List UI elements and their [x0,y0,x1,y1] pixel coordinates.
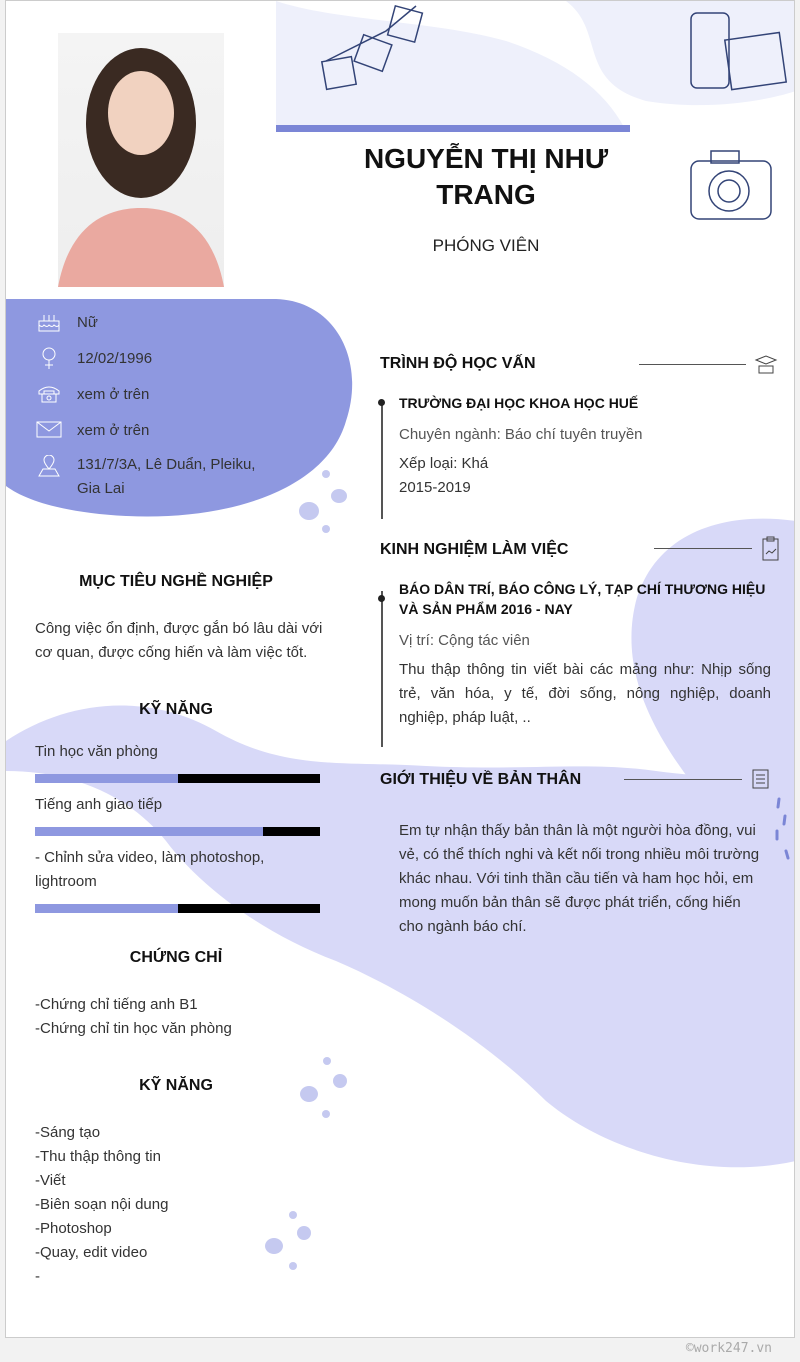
skill-bar-fill [35,827,263,836]
timeline-line [381,591,383,747]
job-title: PHÓNG VIÊN [432,236,540,255]
candidate-name: NGUYỄN THỊ NHƯ TRANG [363,143,609,210]
female-icon [42,347,56,369]
skills-title: KỸ NĂNG [139,701,213,718]
skills2-list: -Sáng tạo -Thu thập thông tin -Viết -Biên s… [35,1124,169,1285]
telephone-icon [38,386,60,403]
accent-bar [276,125,630,132]
objective-title: MỤC TIÊU NGHỀ NGHIỆP [79,573,273,590]
skill-bar [35,827,320,836]
camera-icon [690,150,772,220]
divider [624,779,742,780]
skill-label: Tin học văn phòng [35,743,158,760]
avatar [58,33,224,287]
document-icon [752,769,769,789]
skills2-title: KỸ NĂNG [139,1077,213,1094]
about-title: GIỚI THIỆU VỀ BẢN THÂN [380,771,582,788]
contact-phone: xem ở trên [36,383,149,405]
grade: Xếp loại: Khá [399,455,489,472]
skill-label: Tiếng anh giao tiếp [35,796,163,813]
contact-email: xem ở trên [36,419,149,441]
about-text: Em tự nhận thấy bản thân là một người hò… [399,822,760,935]
company-name: BÁO DÂN TRÍ, BÁO CÔNG LÝ, TẠP CHÍ THƯƠNG… [399,581,766,617]
timeline-dot [378,595,385,602]
envelope-icon [36,421,62,438]
contact-gender: Nữ [36,311,98,333]
skill-bar-fill [35,774,178,783]
birthday-cake-icon [38,315,60,332]
cv-page: NGUYỄN THỊ NHƯ TRANG PHÓNG VIÊN Nữ 12/02… [5,0,795,1338]
education-title: TRÌNH ĐỘ HỌC VẤN [380,355,536,372]
major: Chuyên ngành: Báo chí tuyên truyền [399,426,643,443]
clipboard-chart-icon [762,536,779,561]
divider [639,364,746,365]
position: Vị trí: Cộng tác viên [399,632,530,649]
contact-address: 131/7/3A, Lê Duẩn, Pleiku, Gia Lai [36,455,255,501]
certificates-list: -Chứng chỉ tiếng anh B1 -Chứng chỉ tin họ… [35,996,232,1037]
certificates-title: CHỨNG CHỈ [129,949,223,966]
school-name: TRƯỜNG ĐẠI HỌC KHOA HỌC HUẾ [399,395,639,411]
years: 2015-2019 [399,479,471,496]
photos-icon [320,4,424,91]
experience-title: KINH NGHIỆM LÀM VIỆC [380,541,569,558]
film-roll-icon [690,12,788,91]
watermark: ©work247.vn [685,1341,772,1356]
timeline-line [381,401,383,519]
background-shapes [6,1,794,1270]
skill-label: - Chỉnh sửa video, làm photoshop, lightro… [35,849,265,890]
skill-bar-fill [35,904,178,913]
map-pin-icon [38,455,60,477]
graduation-cap-icon [754,355,778,374]
divider [654,548,752,549]
timeline-dot [378,399,385,406]
objective-text: Công việc ổn định, được gắn bó lâu dài v… [35,620,323,661]
job-description: Thu thập thông tin viết bài các mảng như… [399,661,771,726]
skill-bar [35,774,320,783]
skill-bar [35,904,320,913]
contact-birthday: 12/02/1996 [36,347,152,369]
profile-photo [6,23,276,299]
